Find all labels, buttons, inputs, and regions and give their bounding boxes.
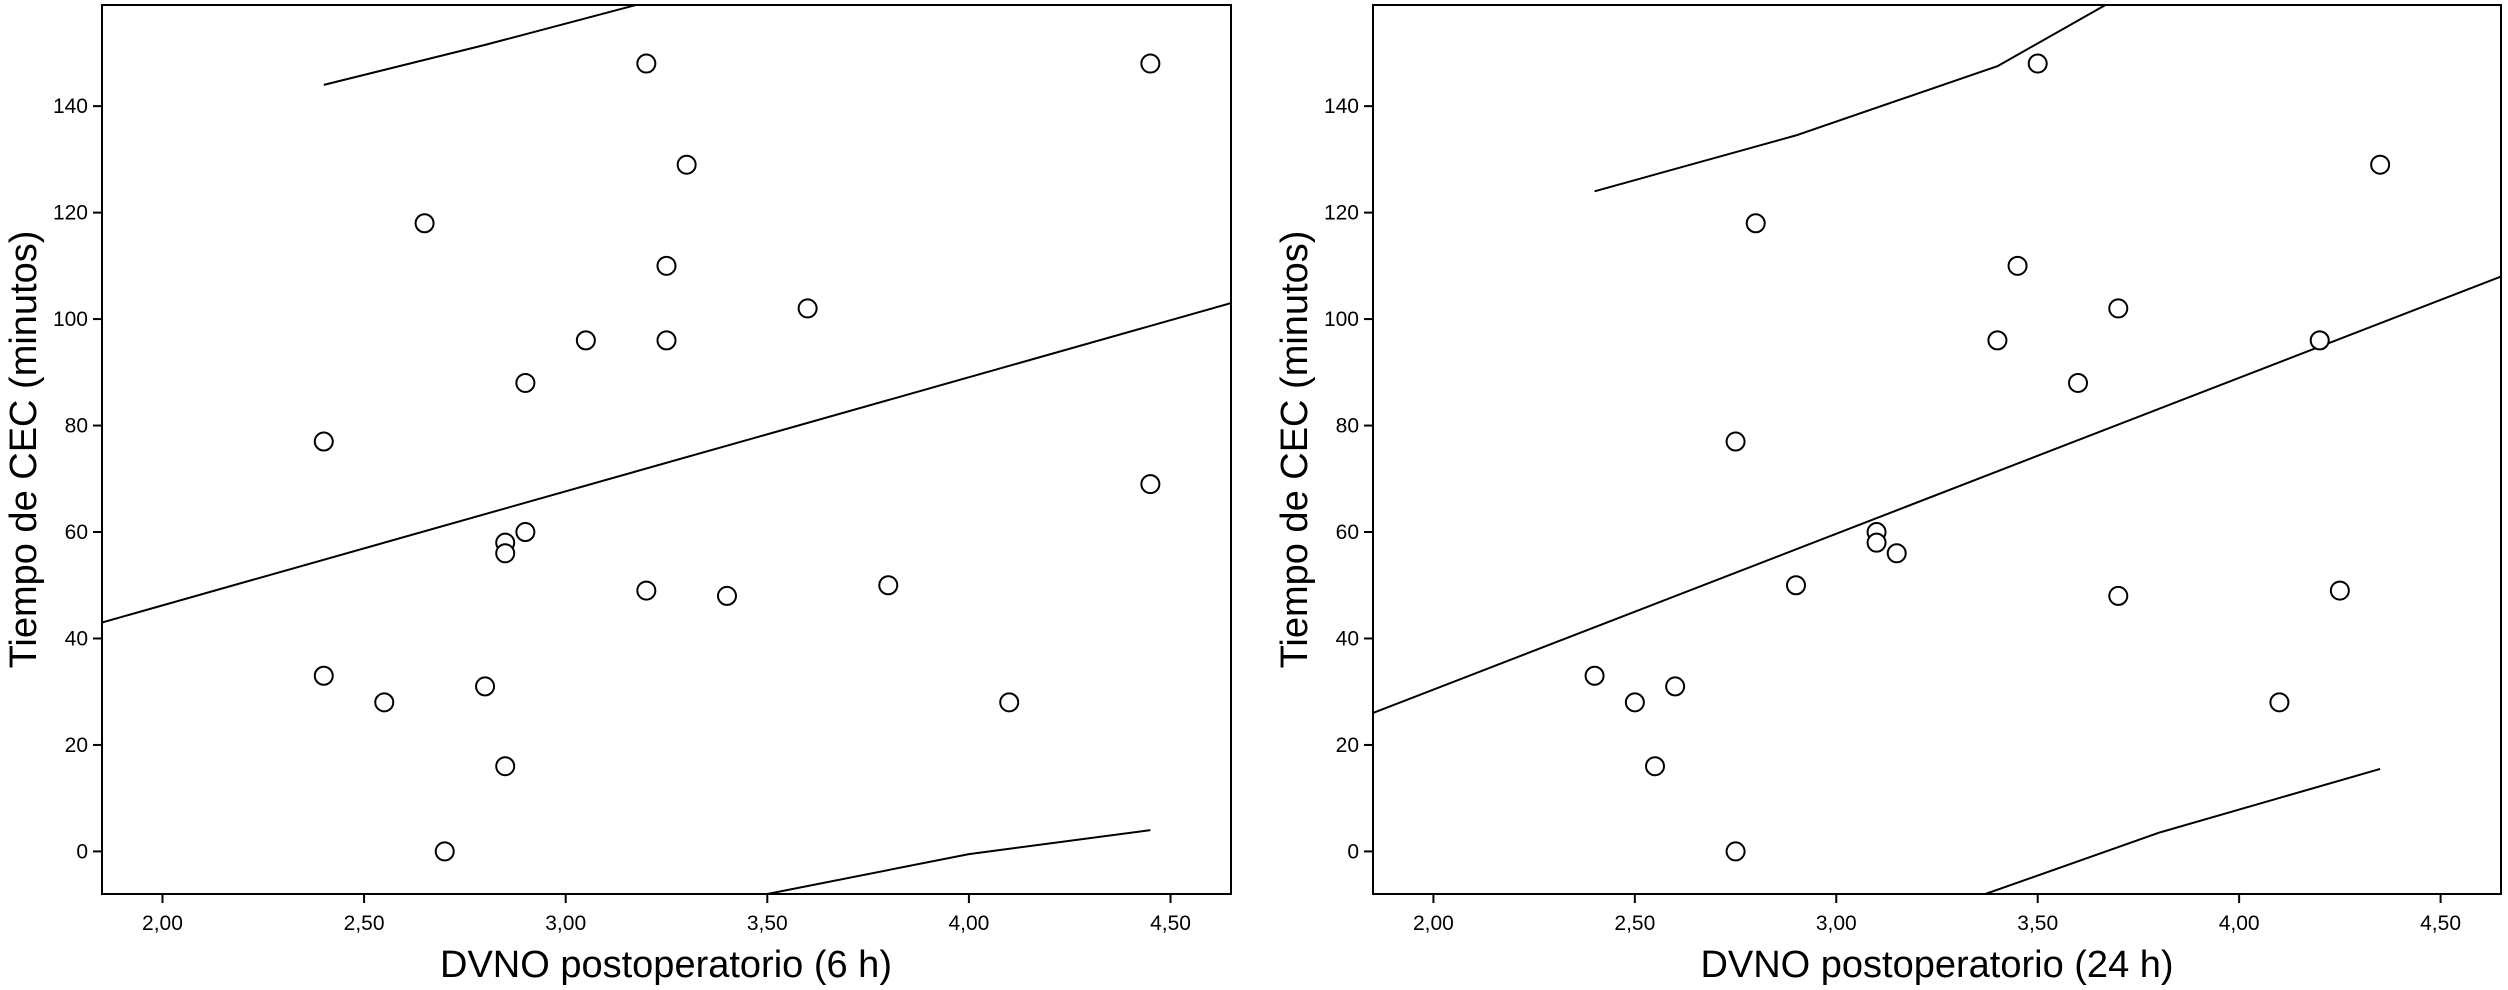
x-tick-label: 2,00 xyxy=(1413,912,1454,935)
data-point xyxy=(1786,575,1806,596)
y-tick-label: 100 xyxy=(1324,308,1359,331)
data-point xyxy=(1725,841,1746,862)
data-point xyxy=(1665,676,1686,697)
data-point xyxy=(1624,692,1645,713)
x-tick-label: 2,50 xyxy=(344,912,385,935)
x-tick-label: 4,50 xyxy=(2420,912,2461,935)
data-point xyxy=(2269,692,2290,713)
y-axis-title: Tiempo de CEC (minutos) xyxy=(1274,231,1316,669)
data-point xyxy=(2309,330,2330,351)
y-tick-label: 80 xyxy=(65,415,88,438)
y-tick-label: 100 xyxy=(53,308,88,331)
y-tick-label: 120 xyxy=(53,202,88,225)
x-tick-label: 3,50 xyxy=(2017,912,2058,935)
upper-confidence-curve xyxy=(323,5,640,86)
data-point xyxy=(313,431,334,452)
x-axis-title: DVNO postoperatorio (6 h) xyxy=(440,944,892,986)
data-point xyxy=(1987,330,2008,351)
y-axis-title: Tiempo de CEC (minutos) xyxy=(3,231,45,669)
data-point xyxy=(2329,580,2350,601)
data-point xyxy=(656,330,677,351)
y-tick-label: 40 xyxy=(65,627,88,650)
data-point xyxy=(636,53,657,74)
x-tick-label: 4,00 xyxy=(2219,912,2260,935)
y-tick-label: 60 xyxy=(1336,521,1359,544)
data-point xyxy=(374,692,395,713)
y-tick-label: 0 xyxy=(1347,840,1359,863)
data-point xyxy=(2108,298,2129,319)
data-point xyxy=(515,372,536,393)
plot-frame xyxy=(1372,4,2502,895)
data-point xyxy=(676,154,697,175)
y-tick-label: 0 xyxy=(76,840,88,863)
x-tick-label: 4,50 xyxy=(1150,912,1191,935)
data-point xyxy=(1886,543,1907,564)
x-tick-label: 3,50 xyxy=(747,912,788,935)
data-point xyxy=(495,756,516,777)
y-tick-label: 20 xyxy=(1336,734,1359,757)
x-tick-label: 3,00 xyxy=(1816,912,1857,935)
data-point xyxy=(2108,585,2129,606)
upper-confidence-curve xyxy=(1594,5,2108,193)
data-point xyxy=(636,580,657,601)
data-point xyxy=(313,665,334,686)
y-tick-label: 140 xyxy=(53,95,88,118)
data-point xyxy=(2370,154,2391,175)
y-tick-label: 40 xyxy=(1336,627,1359,650)
panel-6h: 0 20 40 60 80 100 120 140 2,00 2,50 3,00 3,50 4,00 4,… xyxy=(3,4,1232,986)
y-tick-label: 80 xyxy=(1336,415,1359,438)
data-point xyxy=(1725,431,1746,452)
data-point xyxy=(1584,665,1605,686)
x-tick-label: 2,50 xyxy=(1614,912,1655,935)
data-point xyxy=(475,676,496,697)
y-tick-label: 60 xyxy=(65,521,88,544)
data-point xyxy=(575,330,596,351)
x-tick-label: 2,00 xyxy=(142,912,183,935)
data-point xyxy=(878,575,899,596)
data-point xyxy=(2068,372,2088,393)
y-tick-label: 20 xyxy=(65,734,88,757)
y-tick-label: 120 xyxy=(1324,202,1359,225)
data-point xyxy=(1645,756,1665,777)
data-point xyxy=(515,522,536,543)
plot-frame xyxy=(101,4,1232,895)
x-tick-label: 4,00 xyxy=(948,912,989,935)
data-point xyxy=(434,841,455,862)
data-point xyxy=(1745,213,1766,234)
lower-confidence-curve xyxy=(1984,767,2381,894)
data-point xyxy=(656,255,677,276)
data-point xyxy=(999,692,1020,713)
y-tick-label: 140 xyxy=(1324,95,1359,118)
data-point xyxy=(1140,53,1161,74)
data-point xyxy=(495,543,516,564)
data-point xyxy=(1140,474,1161,495)
panel-24h: 0 20 40 60 80 100 120 140 2,00 2,50 3,00 3,50 4,00 4,… xyxy=(1274,4,2502,986)
x-axis-title: DVNO postoperatorio (24 h) xyxy=(1700,944,2173,986)
x-tick-label: 3,00 xyxy=(545,912,586,935)
fit-line xyxy=(1373,275,2501,714)
data-point xyxy=(2007,255,2028,276)
data-point xyxy=(1866,532,1887,553)
data-point xyxy=(797,298,818,319)
data-point xyxy=(716,585,737,606)
data-point xyxy=(414,213,435,234)
lower-confidence-curve xyxy=(767,829,1151,894)
fit-line xyxy=(102,302,1231,624)
data-point xyxy=(2027,53,2048,74)
